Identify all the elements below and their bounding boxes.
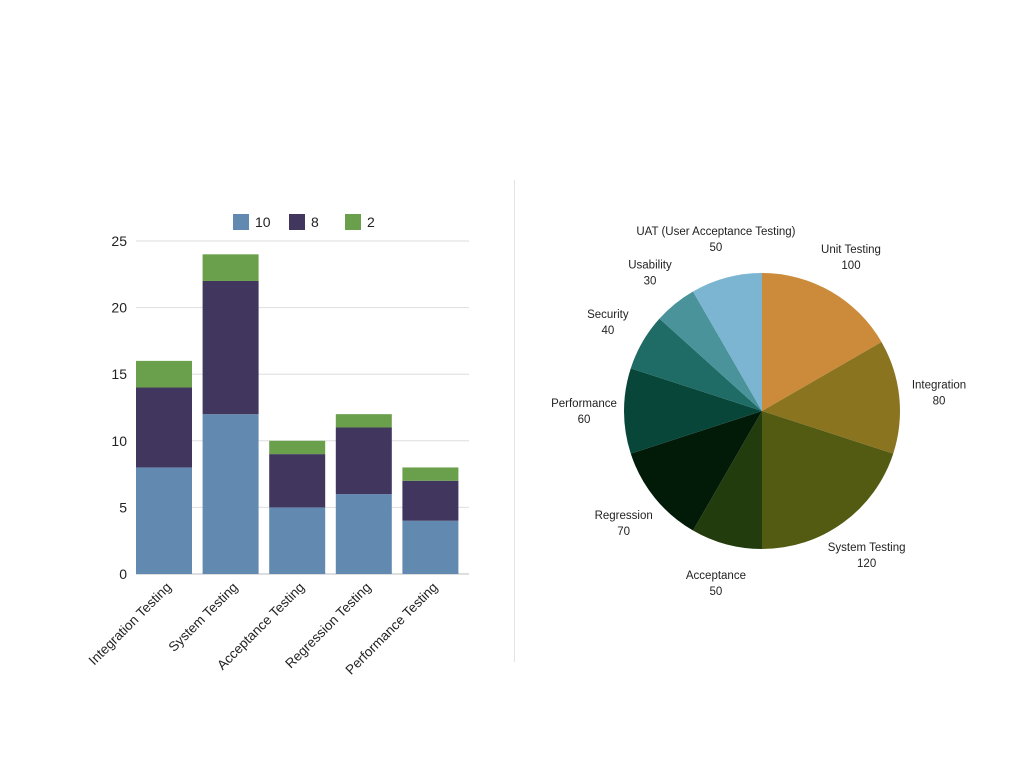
pie-label: Regression <box>595 510 653 522</box>
pie-slice <box>630 318 762 411</box>
y-tick-label: 5 <box>119 499 127 515</box>
bar-segment <box>335 494 392 574</box>
legend-swatch <box>289 214 305 230</box>
legend-label: 8 <box>311 214 319 230</box>
pie-label: Integration <box>912 379 966 391</box>
x-tick-label: Integration Testing <box>86 580 174 668</box>
bar-segment <box>136 360 192 388</box>
legend-swatch <box>345 214 361 230</box>
y-tick-label: 20 <box>111 300 127 316</box>
bar-segment <box>202 280 259 415</box>
pie-slice <box>762 411 894 549</box>
bar-segment <box>402 467 459 481</box>
bar-segment <box>335 414 392 428</box>
pie-slice <box>762 342 900 454</box>
pie-label: Performance <box>551 398 617 410</box>
legend-label: 10 <box>255 214 271 230</box>
pie-label: Security <box>587 309 629 321</box>
pie-slice <box>693 411 762 549</box>
bar-segment <box>136 467 192 574</box>
pie-value-label: 80 <box>933 395 946 407</box>
pie-label: Unit Testing <box>821 244 881 256</box>
pie-value-label: 70 <box>617 526 630 538</box>
bar-segment <box>202 414 259 574</box>
bar-segment <box>402 520 459 574</box>
x-tick-label: System Testing <box>166 580 241 655</box>
pie-slice <box>630 411 762 531</box>
y-tick-label: 0 <box>119 566 127 582</box>
pie-label: Usability <box>628 260 672 272</box>
bar-segment <box>136 387 192 468</box>
pie-slice <box>693 273 762 411</box>
panel-divider <box>514 180 515 662</box>
bar-segment <box>269 454 326 508</box>
pie-chart: Unit Testing 100 Integration 80 System Testi… <box>551 226 966 598</box>
pie-label: UAT (User Acceptance Testing) <box>636 226 795 238</box>
pie-slice <box>659 291 762 411</box>
legend-swatch <box>233 214 249 230</box>
legend-label: 2 <box>367 214 375 230</box>
bar-segment <box>269 440 326 455</box>
y-tick-label: 15 <box>111 366 127 382</box>
pie-value-label: 50 <box>710 586 723 598</box>
pie-value-label: 50 <box>710 242 723 254</box>
bar-segment <box>269 507 326 574</box>
pie-slice <box>624 368 762 454</box>
bar-segment <box>402 480 459 521</box>
bar-segment <box>335 427 392 495</box>
pie-value-label: 120 <box>857 558 876 570</box>
pie-label: System Testing <box>828 542 906 554</box>
pie-slice <box>762 273 882 411</box>
pie-value-label: 40 <box>601 325 614 337</box>
y-tick-label: 25 <box>111 233 127 249</box>
bar-segment <box>202 254 259 281</box>
pie-value-label: 60 <box>578 414 591 426</box>
y-tick-label: 10 <box>111 433 127 449</box>
pie-value-label: 100 <box>841 260 860 272</box>
pie-label: Acceptance <box>686 570 746 582</box>
pie-value-label: 30 <box>644 276 657 288</box>
